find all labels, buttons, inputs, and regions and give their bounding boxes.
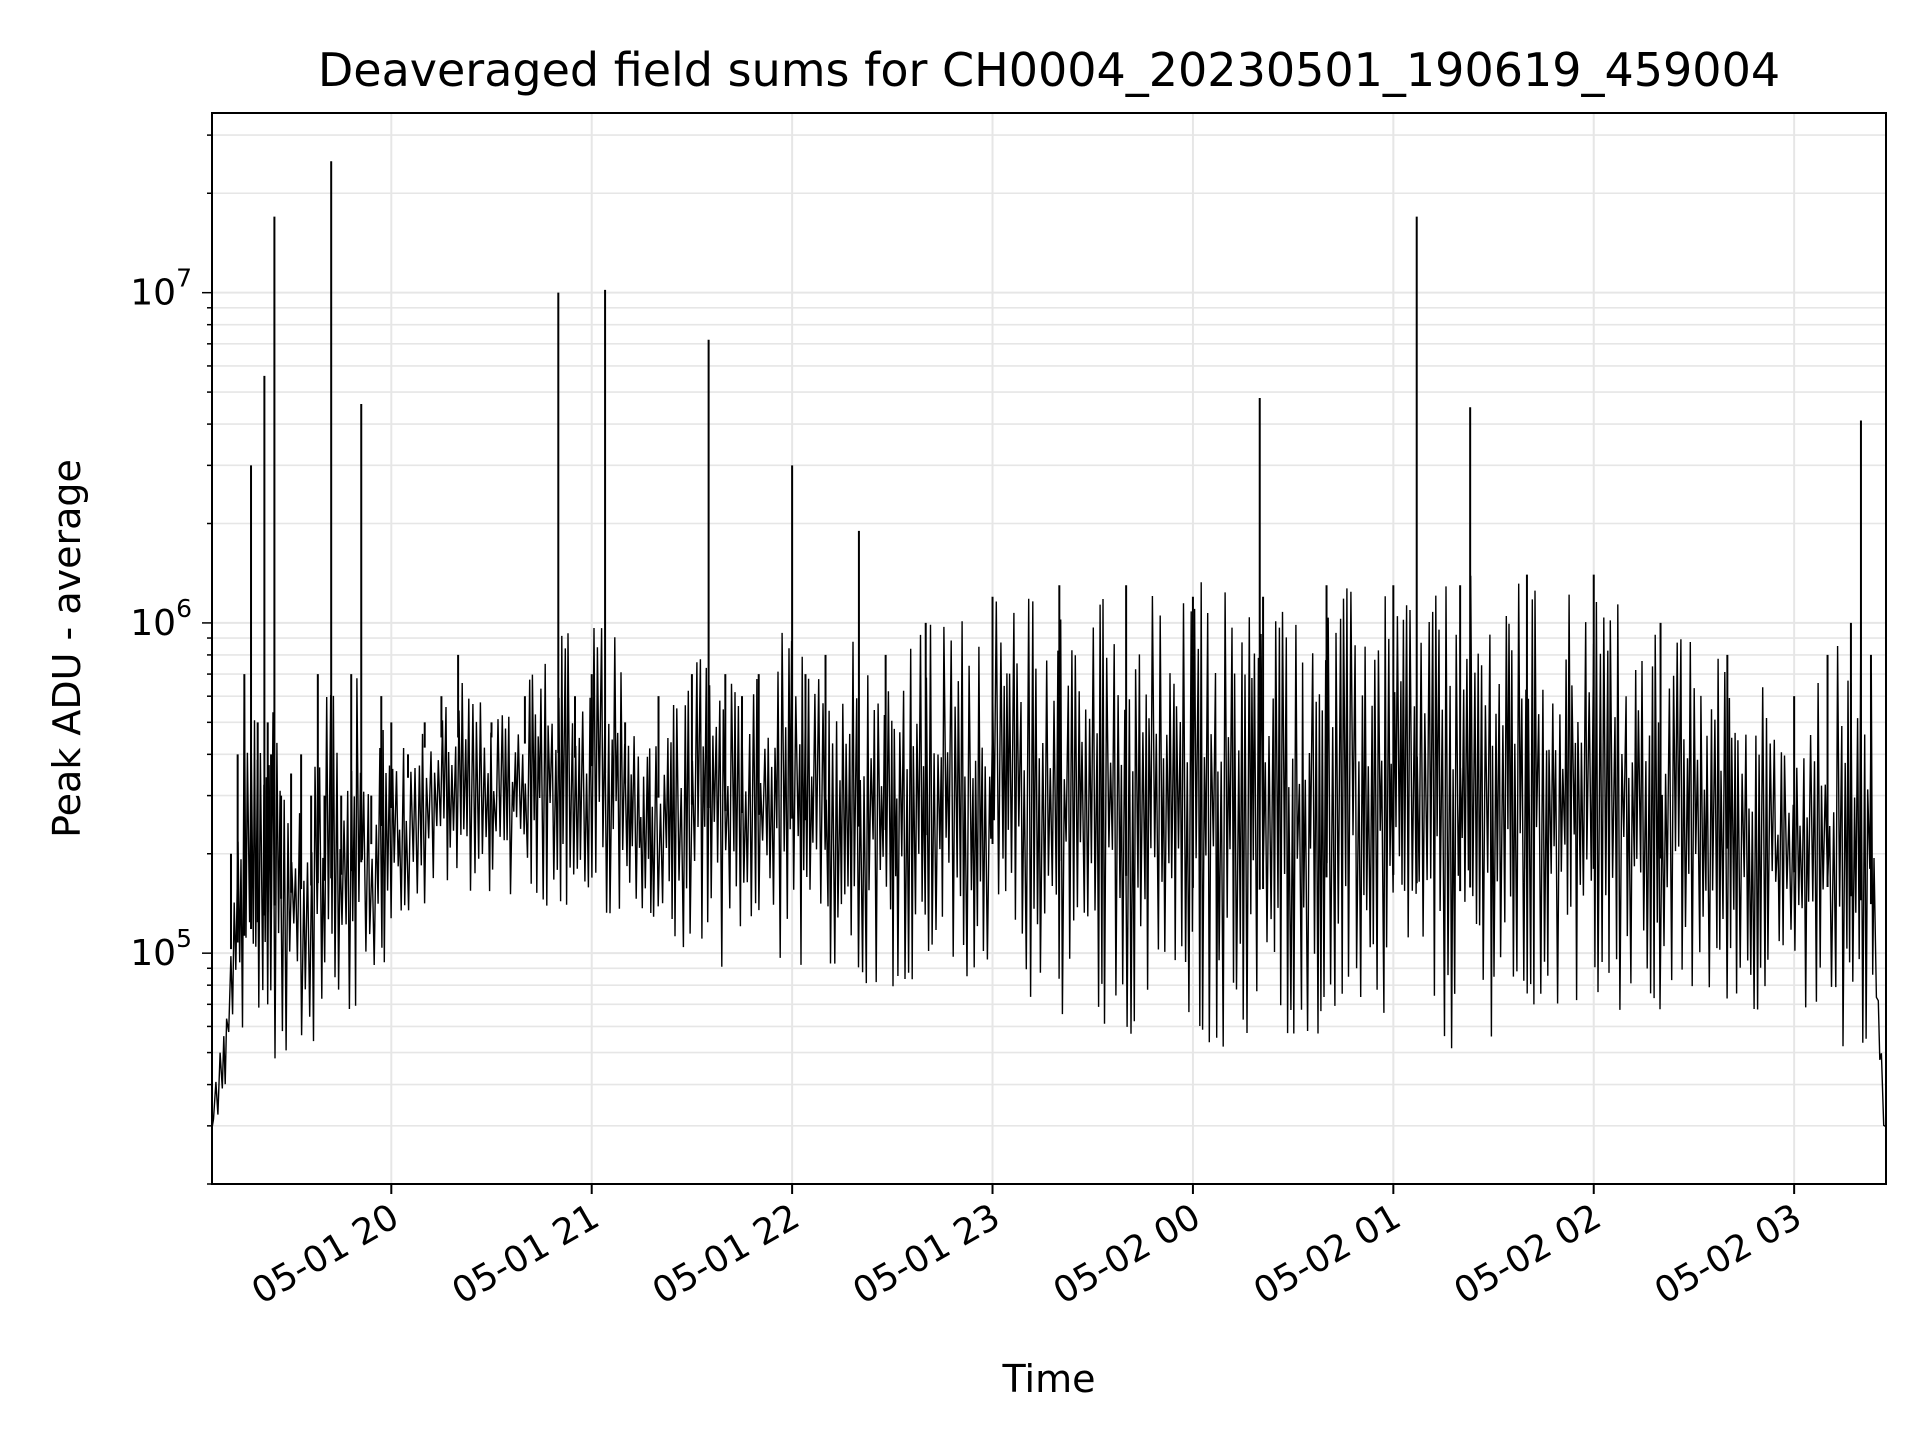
y-tick-label: 107 <box>130 264 192 314</box>
x-axis-label: Time <box>1002 1357 1096 1401</box>
y-tick-label: 106 <box>130 594 192 644</box>
series-line <box>211 575 1887 1129</box>
y-tick-label: 105 <box>130 924 192 974</box>
series-layer <box>211 161 1887 1129</box>
chart-title: Deaveraged field sums for CH0004_2023050… <box>318 43 1780 97</box>
plot-frame <box>211 112 1887 1185</box>
y-axis-label: Peak ADU - average <box>45 459 89 838</box>
